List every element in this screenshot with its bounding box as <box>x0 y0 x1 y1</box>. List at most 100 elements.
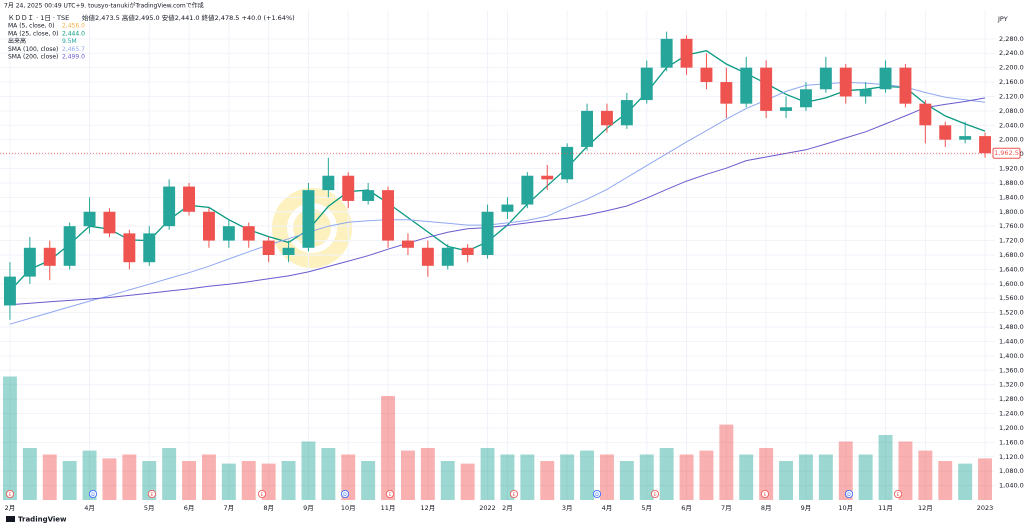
x-tick-label: 2022 <box>479 504 496 512</box>
legend-name: 出来高 <box>8 37 26 45</box>
candle-body <box>561 146 574 180</box>
volume-bar <box>978 458 993 500</box>
candle-body <box>839 67 852 97</box>
candle-body <box>401 240 414 248</box>
event-marker <box>6 489 14 498</box>
volume-bar <box>619 461 634 500</box>
y-tick-label: 2,240.0 <box>999 49 1024 57</box>
x-tick-label: 4月 <box>602 504 613 512</box>
candle-body <box>979 136 992 154</box>
event-marker <box>593 489 602 498</box>
volume-bar <box>878 435 893 500</box>
event-label: E <box>151 492 154 498</box>
x-tick-label: 8月 <box>761 504 772 512</box>
candle-body <box>441 247 454 266</box>
brand-text: TradingView <box>18 516 67 524</box>
volume-bar <box>898 441 913 500</box>
y-tick-label: 1,160.0 <box>999 438 1024 446</box>
volume-bar <box>659 448 674 500</box>
candle-body <box>202 211 215 241</box>
volume-bar <box>938 461 953 500</box>
x-tick-label: 6月 <box>184 504 195 512</box>
y-tick-label: 1,880.0 <box>999 179 1024 187</box>
x-tick-label: 8月 <box>263 504 274 512</box>
event-marker <box>257 489 266 498</box>
y-tick-label: 1,280.0 <box>999 395 1024 403</box>
candle-body <box>879 67 892 90</box>
x-tick-label: 5月 <box>144 504 155 512</box>
volume-bar <box>838 441 853 500</box>
candle-body <box>780 107 793 111</box>
event-marker <box>845 489 854 498</box>
x-tick-label: 9月 <box>801 504 812 512</box>
y-tick-label: 1,080.0 <box>999 467 1024 475</box>
y-tick-label: 1,400.0 <box>999 352 1024 360</box>
volume-bar <box>739 454 754 500</box>
x-tick-label: 10月 <box>341 504 356 512</box>
x-tick-label: 12月 <box>918 504 933 512</box>
volume-bar <box>440 461 455 500</box>
candle-body <box>939 125 952 140</box>
ma-line <box>9 97 986 306</box>
event-label: D <box>343 492 347 498</box>
candle-body <box>262 240 275 255</box>
candle-body <box>183 186 196 212</box>
volume-bar <box>321 448 336 500</box>
candle-body <box>23 247 36 277</box>
x-tick-label: 4月 <box>84 504 95 512</box>
x-tick-label: 2月 <box>5 504 16 512</box>
volume-bar <box>858 454 873 500</box>
event-label: E <box>513 492 516 498</box>
event-label: E <box>654 492 657 498</box>
candle-body <box>581 110 594 147</box>
y-tick-label: 2,040.0 <box>999 121 1024 129</box>
last-price-label: 1,962.5 <box>994 149 1019 157</box>
volume-bar <box>361 461 376 500</box>
candle-body <box>481 211 494 255</box>
volume-bar <box>580 450 595 500</box>
y-tick-label: 1,040.0 <box>999 482 1024 490</box>
event-marker <box>651 489 660 498</box>
volume-bar <box>818 454 833 500</box>
candle-body <box>322 175 335 191</box>
currency: JPY <box>997 15 1008 23</box>
volume-bar <box>381 396 396 500</box>
volume-bar <box>301 441 316 500</box>
legend-value: 2,465.7 <box>62 46 85 53</box>
candle-body <box>143 233 156 263</box>
y-tick-label: 2,160.0 <box>999 78 1024 86</box>
candle-body <box>461 247 474 255</box>
candle-body <box>501 204 514 212</box>
legend-value: 2,456.0 <box>62 23 85 30</box>
volume-bar <box>122 454 137 500</box>
candle-body <box>819 67 832 90</box>
event-marker <box>147 489 156 498</box>
candle-body <box>421 247 434 266</box>
price-axis <box>995 0 1024 528</box>
y-tick-label: 1,680.0 <box>999 251 1024 259</box>
y-tick-label: 1,200.0 <box>999 424 1024 432</box>
legend-name: SMA (200, close) <box>8 54 58 61</box>
event-marker <box>894 489 903 498</box>
legend-name: MA (25, close, 0) <box>8 30 58 37</box>
candle-body <box>899 67 912 104</box>
candle-body <box>720 82 733 104</box>
y-tick-label: 2,080.0 <box>999 107 1024 115</box>
grid <box>0 10 995 500</box>
legend-value: 2,499.0 <box>62 54 85 61</box>
event-marker <box>89 489 98 498</box>
y-tick-label: 1,120.0 <box>999 453 1024 461</box>
candle-body <box>63 226 76 266</box>
volume-bar <box>918 450 933 500</box>
x-tick-label: 3月 <box>562 504 573 512</box>
candle-body <box>103 211 116 234</box>
title: ＫＤＤＩ · 1日 · TSE <box>8 14 69 22</box>
x-tick-label: 12月 <box>420 504 435 512</box>
last-price-tag <box>992 147 1021 159</box>
volume-bar <box>540 461 555 500</box>
candle-body <box>342 175 355 201</box>
y-tick-label: 1,440.0 <box>999 337 1024 345</box>
volume-bar <box>400 450 415 500</box>
